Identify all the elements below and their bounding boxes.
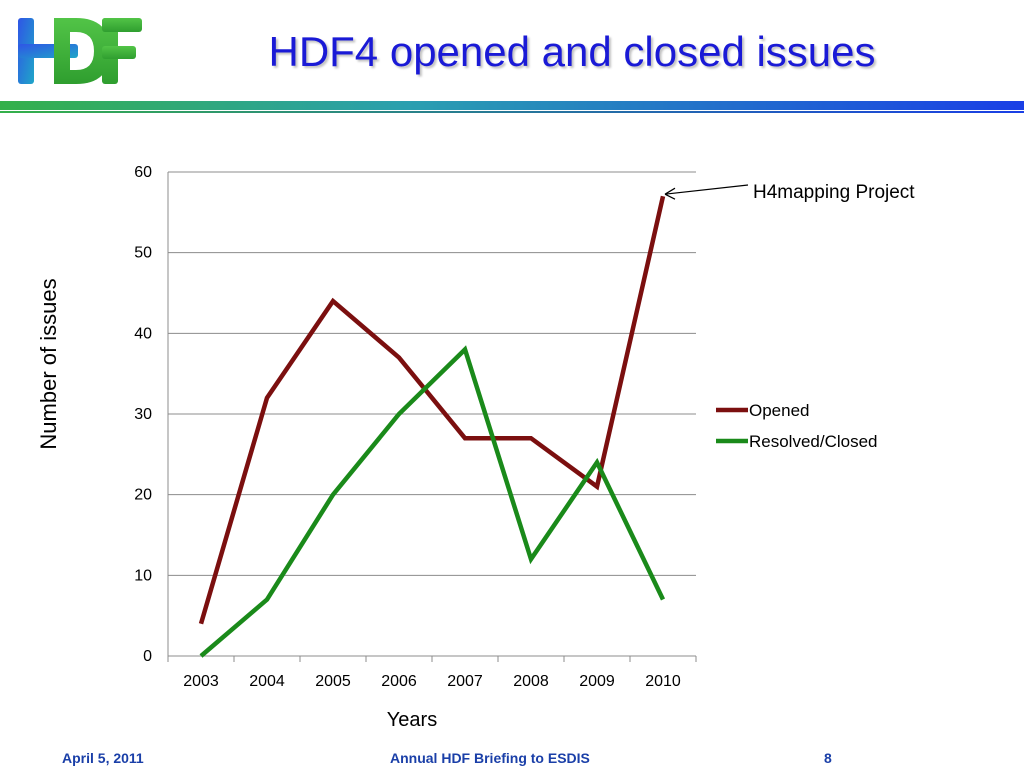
y-tick-label: 10 xyxy=(134,567,152,584)
x-tick-label: 2005 xyxy=(315,673,351,690)
x-tick-label: 2009 xyxy=(579,673,615,690)
legend-label: Opened xyxy=(749,401,810,420)
y-tick-label: 50 xyxy=(134,245,152,262)
legend-label: Resolved/Closed xyxy=(749,432,878,451)
annotation-label: H4mapping Project xyxy=(753,182,915,203)
x-tick-label: 2003 xyxy=(183,673,219,690)
x-tick-label: 2008 xyxy=(513,673,549,690)
series-line-resolved-closed xyxy=(199,345,666,658)
y-tick-label: 30 xyxy=(134,406,152,423)
x-tick-label: 2004 xyxy=(249,673,285,690)
footer-presentation-title: Annual HDF Briefing to ESDIS xyxy=(390,750,590,766)
footer-page-number: 8 xyxy=(824,750,832,766)
series-line-opened xyxy=(198,195,666,625)
y-tick-label: 0 xyxy=(143,648,152,665)
title-divider-thin xyxy=(0,111,1024,113)
annotation-arrow-line xyxy=(664,184,749,195)
x-tick-label: 2006 xyxy=(381,673,417,690)
hdf-logo xyxy=(18,18,142,84)
x-tick-label: 2007 xyxy=(447,673,483,690)
y-tick-label: 20 xyxy=(134,487,152,504)
x-tick-label: 2010 xyxy=(645,673,681,690)
y-axis-title: Number of issues xyxy=(36,278,61,449)
slide-title: HDF4 opened and closed issues xyxy=(268,28,876,75)
annotation-arrowhead xyxy=(664,187,676,200)
y-tick-label: 40 xyxy=(134,325,152,342)
y-tick-label: 60 xyxy=(134,164,152,181)
footer-date: April 5, 2011 xyxy=(62,750,144,766)
title-divider xyxy=(0,101,1024,110)
x-axis-title: Years xyxy=(387,709,437,731)
